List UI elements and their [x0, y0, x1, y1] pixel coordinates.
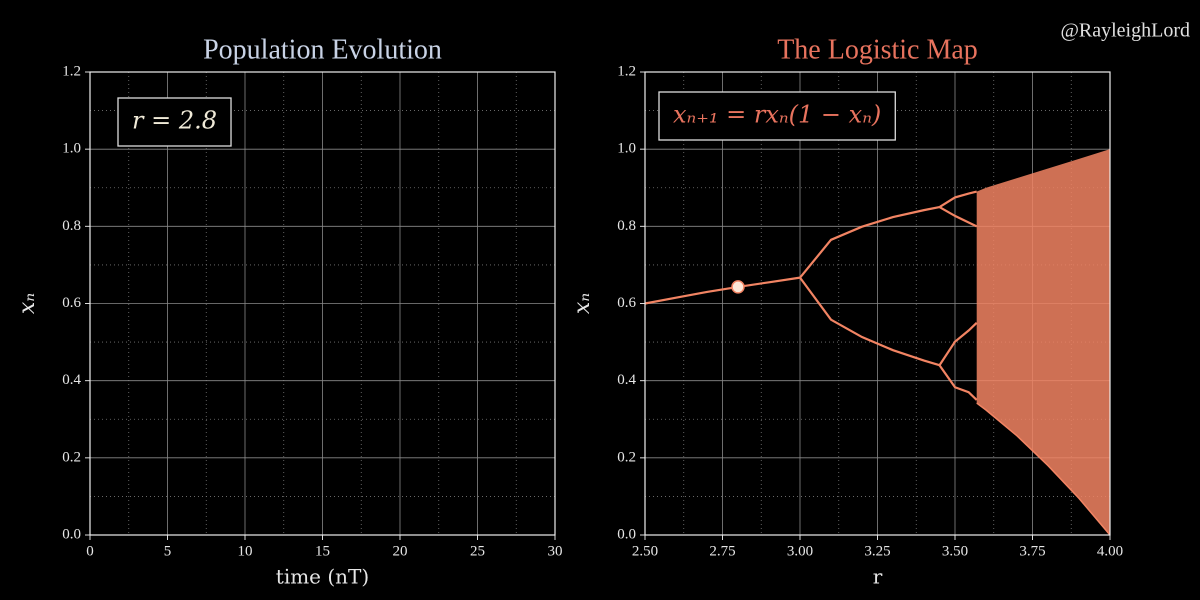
plot-frame [644, 71, 1111, 536]
x-tick-label: 15 [315, 543, 330, 559]
annotation-box [117, 97, 232, 147]
current-r-marker [731, 280, 745, 294]
y-tick-label: 0.2 [617, 449, 636, 465]
y-tick-label: 1.0 [617, 141, 636, 157]
annotation-box [658, 91, 896, 141]
branch [644, 276, 801, 305]
x-axis-label: time (nT) [276, 565, 369, 589]
x-tick-label: 10 [238, 543, 253, 559]
branch [938, 190, 977, 208]
x-tick-label: 0 [86, 543, 94, 559]
y-tick-label: 0.4 [62, 372, 81, 388]
y-tick-label: 1.2 [62, 63, 81, 79]
y-tick-label: 0.4 [617, 372, 636, 388]
y-tick-label: 0.2 [62, 449, 81, 465]
y-tick-label: 0.0 [617, 526, 636, 542]
branch [938, 206, 978, 228]
y-tick-label: 0.6 [62, 295, 81, 311]
x-tick-label: 5 [164, 543, 172, 559]
plot-frame [89, 71, 556, 536]
x-tick-label: 3.25 [864, 543, 890, 559]
y-tick-label: 1.2 [617, 63, 636, 79]
annotation: xₙ₊₁ = rxₙ(1 − xₙ) [673, 101, 881, 129]
x-axis-label: r [873, 565, 883, 589]
branch [938, 364, 978, 401]
y-axis-label: xₙ [15, 293, 40, 314]
y-tick-label: 1.0 [62, 141, 81, 157]
y-tick-label: 0.8 [617, 218, 636, 234]
chart-title: The Logistic Map [777, 34, 978, 65]
y-axis-label: xₙ [570, 293, 595, 314]
watermark: @RayleighLord [1060, 20, 1190, 42]
x-tick-label: 20 [393, 543, 408, 559]
branch [799, 276, 940, 367]
chaotic-band [976, 149, 1110, 535]
x-tick-label: 2.50 [632, 543, 658, 559]
x-tick-label: 2.75 [709, 543, 735, 559]
x-tick-label: 4.00 [1097, 543, 1123, 559]
x-tick-label: 25 [470, 543, 485, 559]
branch [938, 321, 978, 366]
x-tick-label: 30 [548, 543, 563, 559]
y-tick-label: 0.8 [62, 218, 81, 234]
chart-title: Population Evolution [203, 34, 442, 65]
branch [799, 205, 940, 279]
x-tick-label: 3.00 [787, 543, 813, 559]
annotation: r = 2.8 [132, 107, 217, 135]
chaotic-band-lower-edge [976, 402, 1111, 536]
y-tick-label: 0.6 [617, 295, 636, 311]
y-tick-label: 0.0 [62, 526, 81, 542]
x-tick-label: 3.75 [1019, 543, 1045, 559]
x-tick-label: 3.50 [942, 543, 968, 559]
